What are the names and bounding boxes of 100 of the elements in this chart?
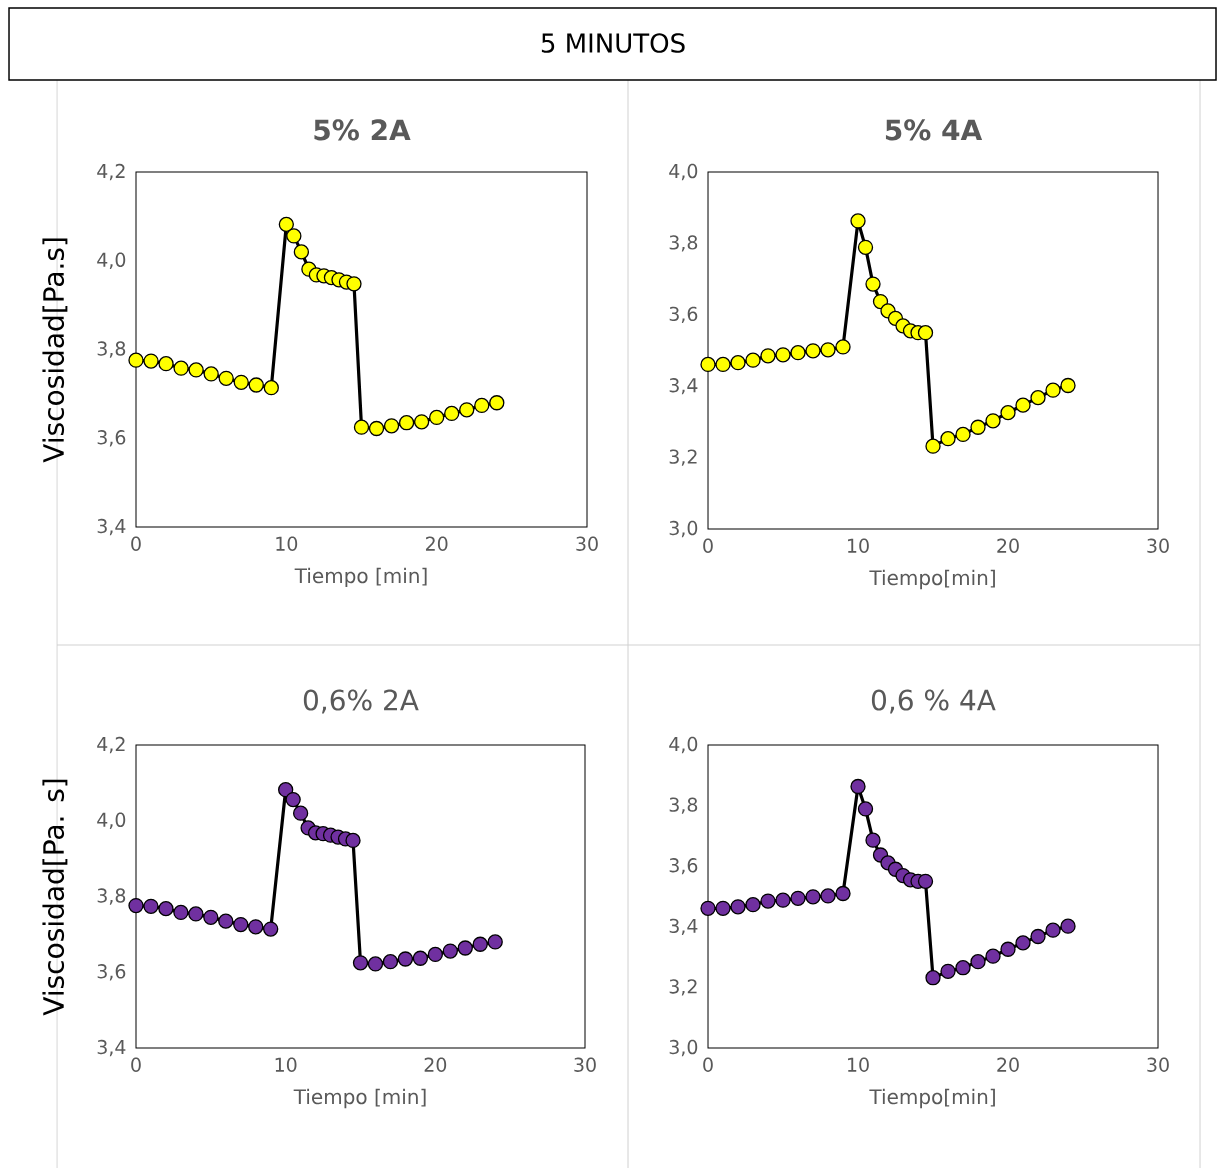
point bbox=[218, 370, 234, 386]
point bbox=[820, 888, 836, 904]
point bbox=[457, 940, 473, 956]
text: 5 MINUTOS bbox=[541, 33, 685, 53]
point bbox=[745, 352, 761, 368]
point bbox=[367, 956, 384, 972]
point bbox=[158, 900, 174, 917]
y-axis-title: Viscosidad[Pa. s] bbox=[42, 779, 68, 1016]
point bbox=[985, 413, 1001, 429]
point bbox=[233, 916, 249, 933]
y-tick-label: 3,0 bbox=[669, 1039, 698, 1057]
x-tick-label: 30 bbox=[574, 1057, 596, 1072]
chart-title: 5% 4A bbox=[885, 119, 983, 141]
y-tick-label: 3,0 bbox=[669, 520, 698, 538]
y-tick-label: 3,6 bbox=[669, 858, 698, 875]
point bbox=[805, 343, 821, 359]
point bbox=[1015, 397, 1031, 413]
point bbox=[940, 431, 956, 447]
point bbox=[353, 419, 370, 435]
point bbox=[248, 377, 264, 393]
y-tick-label: 3,6 bbox=[97, 430, 126, 447]
y-tick-label: 4,2 bbox=[97, 736, 125, 754]
point bbox=[835, 885, 851, 902]
y-tick-label: 3,6 bbox=[669, 306, 698, 323]
point bbox=[730, 354, 746, 371]
y-axis-title: Viscosidad[Pa.s] bbox=[42, 238, 68, 463]
point bbox=[1000, 404, 1016, 421]
point bbox=[487, 934, 503, 950]
y-tick-label: 3,8 bbox=[97, 888, 126, 905]
x-tick-label: 10 bbox=[275, 1057, 297, 1072]
y-tick-label: 4,0 bbox=[97, 252, 126, 269]
point bbox=[158, 356, 174, 372]
point bbox=[955, 960, 971, 976]
point bbox=[459, 402, 475, 418]
point bbox=[715, 356, 731, 373]
point bbox=[857, 801, 874, 817]
y-tick-label: 3,8 bbox=[669, 235, 698, 252]
point bbox=[285, 791, 301, 808]
point bbox=[970, 954, 986, 970]
point bbox=[278, 782, 294, 798]
point bbox=[442, 943, 458, 959]
point bbox=[1060, 377, 1076, 394]
point bbox=[173, 360, 189, 376]
y-tick-label: 3,2 bbox=[669, 979, 697, 996]
y-tick-label: 3,4 bbox=[669, 918, 698, 935]
y-tick-label: 4,0 bbox=[669, 163, 698, 181]
point bbox=[263, 380, 279, 396]
x-tick-label: 20 bbox=[424, 1057, 447, 1072]
point bbox=[233, 374, 249, 390]
chart-title: 0,6 % 4A bbox=[871, 689, 996, 714]
y-tick-label: 4,0 bbox=[669, 736, 698, 754]
y-tick-label: 3,8 bbox=[669, 797, 698, 814]
x-tick-label: 0 bbox=[703, 538, 713, 553]
point bbox=[970, 419, 986, 435]
point bbox=[346, 276, 362, 292]
point bbox=[143, 353, 159, 369]
point bbox=[1030, 389, 1046, 406]
point bbox=[790, 345, 806, 361]
point bbox=[700, 900, 716, 916]
point bbox=[1000, 941, 1016, 957]
point bbox=[263, 921, 279, 937]
point bbox=[474, 397, 490, 414]
point bbox=[835, 339, 851, 355]
point bbox=[1045, 922, 1061, 938]
point bbox=[775, 892, 791, 908]
y-tick-label: 3,4 bbox=[97, 1039, 126, 1057]
y-tick-label: 3,6 bbox=[97, 964, 126, 981]
x-tick-label: 0 bbox=[131, 536, 141, 551]
point bbox=[398, 415, 415, 431]
y-tick-label: 3,2 bbox=[669, 449, 697, 466]
point bbox=[955, 426, 971, 443]
point bbox=[368, 420, 385, 437]
point bbox=[203, 366, 219, 382]
y-tick-label: 3,8 bbox=[97, 341, 126, 358]
x-axis-title: Tiempo[min] bbox=[869, 1088, 995, 1109]
point bbox=[985, 948, 1001, 964]
x-tick-label: 20 bbox=[997, 538, 1019, 553]
point bbox=[128, 897, 144, 914]
point bbox=[925, 438, 941, 454]
point bbox=[865, 832, 881, 848]
point bbox=[278, 216, 294, 233]
point bbox=[489, 395, 505, 411]
point bbox=[173, 904, 189, 921]
point bbox=[218, 913, 234, 929]
point bbox=[917, 325, 934, 341]
y-tick-label: 3,4 bbox=[669, 378, 698, 395]
y-tick-label: 4,0 bbox=[97, 812, 126, 829]
x-tick-label: 0 bbox=[131, 1057, 141, 1072]
point bbox=[820, 342, 836, 358]
point bbox=[760, 893, 776, 909]
point bbox=[472, 936, 488, 952]
x-axis-title: Tiempo [min] bbox=[294, 567, 427, 588]
point bbox=[850, 778, 866, 795]
point bbox=[1030, 928, 1046, 945]
point bbox=[429, 409, 445, 426]
point bbox=[413, 414, 430, 430]
point bbox=[188, 906, 204, 922]
point bbox=[412, 950, 429, 966]
point bbox=[805, 889, 821, 905]
point bbox=[293, 244, 310, 260]
